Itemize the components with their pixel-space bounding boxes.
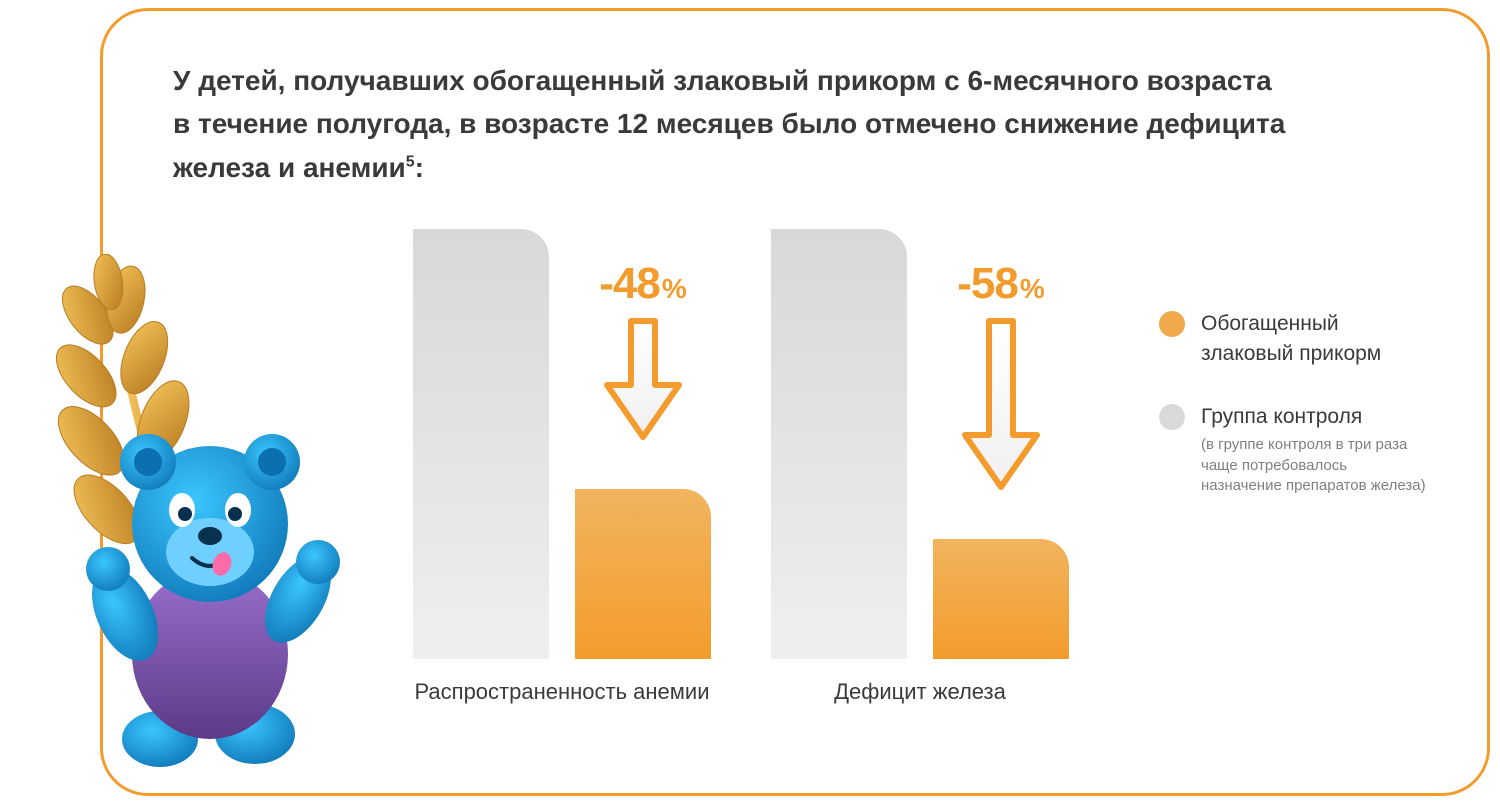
chart-row: -48 % (173, 229, 1427, 705)
heading-suffix: : (415, 152, 424, 183)
bar-control-iron (771, 229, 907, 659)
chart-iron: -58 % (771, 229, 1069, 705)
legend-label-control-text: Группа контроля (1201, 405, 1362, 428)
arrow-down-icon (593, 315, 693, 445)
legend-label-treatment: Обогащенный злаковый прикорм (1201, 309, 1427, 368)
bars-anemia: -48 % (413, 229, 711, 659)
bar-control-anemia (413, 229, 549, 659)
bar-treatment-iron: -58 % (933, 539, 1069, 659)
legend-item-treatment: Обогащенный злаковый прикорм (1159, 309, 1427, 368)
legend-item-control: Группа контроля (в группе контроля в три… (1159, 402, 1427, 496)
drop-pct-iron: % (1020, 273, 1045, 305)
heading-text: У детей, получавших обогащенный злаковый… (173, 65, 1285, 183)
legend-sub-control: (в группе контроля в три раза чаще потре… (1201, 435, 1427, 496)
arrow-down-icon (951, 315, 1051, 495)
legend-label-control: Группа контроля (в группе контроля в три… (1201, 402, 1427, 496)
drop-pct-anemia: % (662, 273, 687, 305)
drop-label-iron: -58 % (957, 259, 1045, 309)
caption-anemia: Распространенность анемии (414, 679, 709, 705)
drop-iron: -58 % (951, 259, 1051, 495)
caption-iron: Дефицит железа (834, 679, 1006, 705)
mascot-bear-wheat (0, 254, 350, 774)
legend-dot-orange (1159, 311, 1185, 337)
legend-dot-gray (1159, 404, 1185, 430)
card-heading: У детей, получавших обогащенный злаковый… (173, 59, 1293, 189)
bars-iron: -58 % (771, 229, 1069, 659)
drop-anemia: -48 % (593, 259, 693, 445)
drop-num-anemia: -48 (599, 259, 660, 309)
drop-num-iron: -58 (957, 259, 1018, 309)
chart-anemia: -48 % (413, 229, 711, 705)
bar-treatment-anemia: -48 % (575, 489, 711, 659)
heading-superscript: 5 (406, 153, 415, 170)
drop-label-anemia: -48 % (599, 259, 687, 309)
legend: Обогащенный злаковый прикорм Группа конт… (1159, 309, 1427, 496)
